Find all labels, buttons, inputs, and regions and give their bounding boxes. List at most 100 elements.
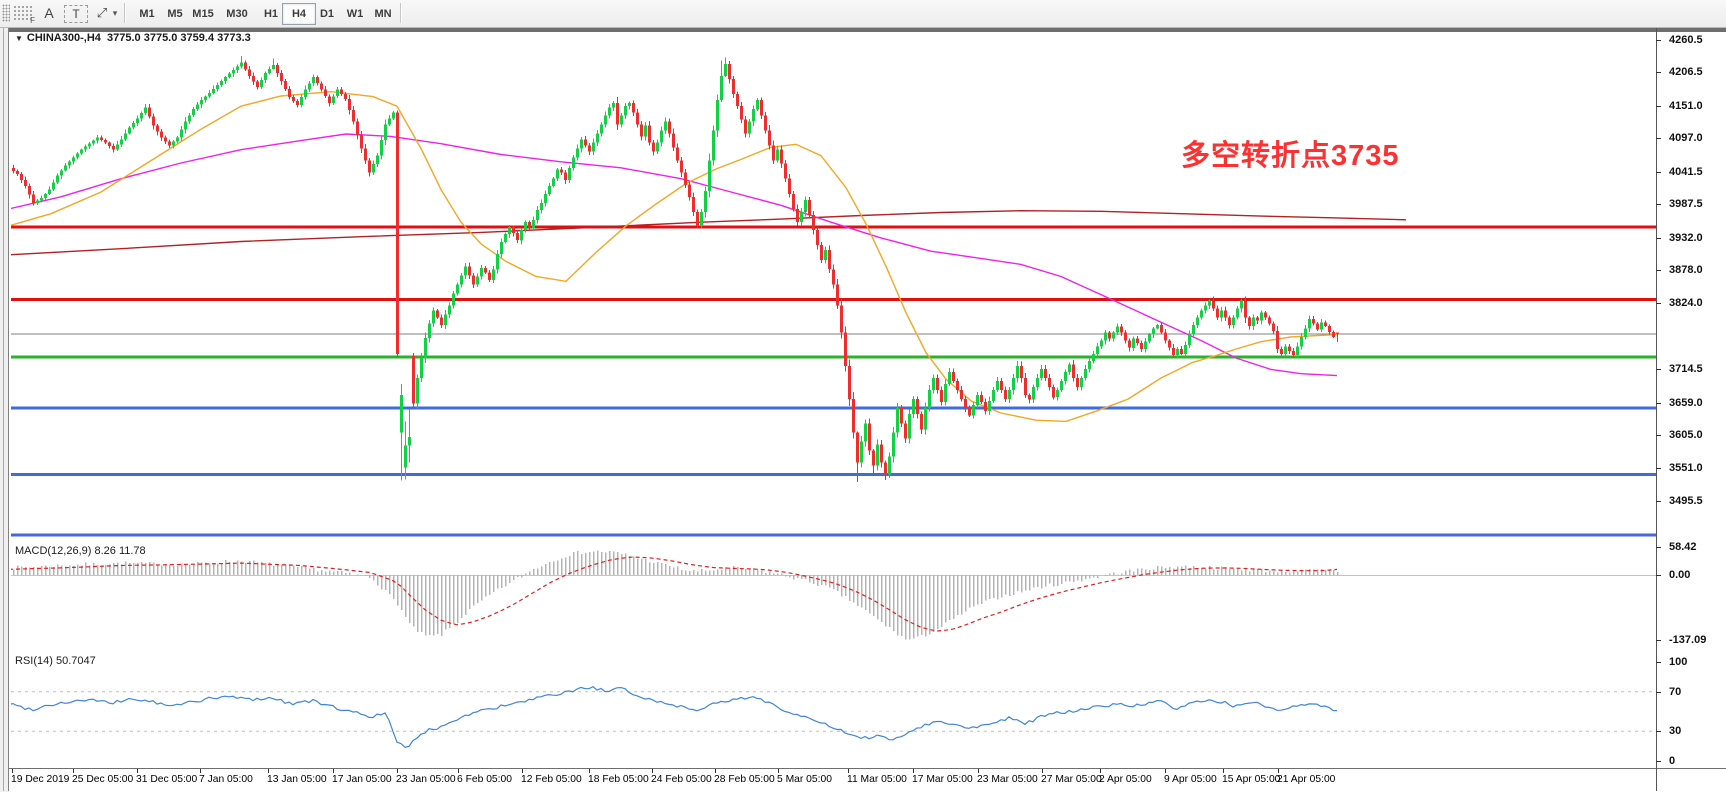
toolbar-separator	[124, 3, 126, 23]
date-tick	[913, 769, 914, 773]
window-edge	[3, 28, 4, 791]
date-label: 24 Feb 05:00	[651, 774, 712, 785]
date-label: 25 Dec 05:00	[72, 774, 133, 785]
rsi-tick	[1656, 761, 1661, 762]
timeframe-m30-button[interactable]: M30	[220, 3, 254, 25]
rsi-tick-label: 100	[1669, 656, 1687, 668]
price-tick	[1656, 72, 1661, 73]
price-tick	[1656, 40, 1661, 41]
toolbar: F A T ⤢ ▾ M1 M5 M15 M30 H1 H4 D1 W1 MN	[0, 0, 1726, 28]
date-tick	[848, 769, 849, 773]
macd-tick-label: 0.00	[1669, 569, 1690, 581]
date-label: 31 Dec 05:00	[136, 774, 197, 785]
date-tick	[333, 769, 334, 773]
price-tick	[1656, 270, 1661, 271]
price-tick-label: 3932.0	[1669, 232, 1703, 244]
macd-tick-label: -137.09	[1669, 634, 1706, 646]
price-tick	[1656, 501, 1661, 502]
price-tick-label: 3495.5	[1669, 495, 1703, 507]
drawing-tool-dropdown-icon[interactable]: ▾	[110, 3, 120, 23]
rsi-tick	[1656, 731, 1661, 732]
rsi-tick	[1656, 692, 1661, 693]
date-label: 9 Apr 05:00	[1164, 774, 1217, 785]
date-label: 6 Feb 05:00	[457, 774, 512, 785]
price-tick	[1656, 403, 1661, 404]
price-tick-label: 4260.5	[1669, 34, 1703, 46]
date-tick	[1278, 769, 1279, 773]
date-label: 12 Feb 05:00	[521, 774, 582, 785]
price-axis[interactable]: 4260.5 4206.5 4151.0 4097.0 4041.5 3987.…	[1657, 28, 1726, 768]
date-tick	[778, 769, 779, 773]
price-tick	[1656, 172, 1661, 173]
date-label: 21 Apr 05:00	[1277, 774, 1335, 785]
date-label: 15 Apr 05:00	[1222, 774, 1280, 785]
price-tick-label: 4151.0	[1669, 100, 1703, 112]
date-label: 18 Feb 05:00	[588, 774, 649, 785]
price-tick-label: 4206.5	[1669, 66, 1703, 78]
price-tick	[1656, 369, 1661, 370]
toolbar-separator	[400, 3, 402, 23]
price-tick-label: 3824.0	[1669, 297, 1703, 309]
indicator-grid-label: F	[30, 16, 35, 25]
toolbar-drag-handle[interactable]	[2, 4, 10, 22]
price-tick-label: 3714.5	[1669, 363, 1703, 375]
date-tick	[589, 769, 590, 773]
price-tick-label: 3551.0	[1669, 462, 1703, 474]
date-tick	[1042, 769, 1043, 773]
drawing-tool-icon[interactable]: ⤢	[93, 3, 111, 23]
date-tick	[522, 769, 523, 773]
date-tick	[1165, 769, 1166, 773]
indicator-grid-icon[interactable]: F	[13, 5, 33, 21]
date-tick	[458, 769, 459, 773]
date-tick	[652, 769, 653, 773]
macd-tick-label: 58.42	[1669, 541, 1697, 553]
price-tick	[1656, 238, 1661, 239]
price-tick	[1656, 435, 1661, 436]
price-tick-label: 4041.5	[1669, 166, 1703, 178]
rsi-tick-label: 0	[1669, 755, 1675, 767]
price-tick-label: 3987.5	[1669, 198, 1703, 210]
date-tick	[397, 769, 398, 773]
date-tick	[137, 769, 138, 773]
macd-panel[interactable]	[11, 542, 1656, 648]
date-label: 5 Mar 05:00	[777, 774, 832, 785]
font-tool-icon[interactable]: A	[40, 3, 58, 23]
price-tick	[1656, 106, 1661, 107]
price-tick	[1656, 468, 1661, 469]
date-tick	[200, 769, 201, 773]
date-tick	[268, 769, 269, 773]
price-tick-label: 4097.0	[1669, 132, 1703, 144]
price-tick	[1656, 303, 1661, 304]
timeframe-m15-button[interactable]: M15	[186, 3, 220, 25]
date-label: 23 Jan 05:00	[396, 774, 456, 785]
price-tick	[1656, 204, 1661, 205]
timeframe-mn-button[interactable]: MN	[366, 3, 400, 25]
macd-tick	[1656, 640, 1661, 641]
main-chart-panel[interactable]	[11, 30, 1656, 540]
date-label: 13 Jan 05:00	[267, 774, 327, 785]
date-label: 27 Mar 05:00	[1041, 774, 1102, 785]
date-label: 28 Feb 05:00	[714, 774, 775, 785]
date-tick	[1100, 769, 1101, 773]
text-label-tool-icon[interactable]: T	[64, 5, 88, 23]
rsi-tick	[1656, 662, 1661, 663]
date-axis[interactable]: 19 Dec 2019 25 Dec 05:00 31 Dec 05:00 7 …	[9, 768, 1726, 792]
date-label: 19 Dec 2019	[11, 774, 69, 785]
date-label: 7 Jan 05:00	[199, 774, 253, 785]
price-tick-label: 3659.0	[1669, 397, 1703, 409]
date-tick	[715, 769, 716, 773]
date-tick	[12, 769, 13, 773]
rsi-tick-label: 30	[1669, 725, 1681, 737]
date-tick	[1223, 769, 1224, 773]
date-tick	[73, 769, 74, 773]
rsi-panel[interactable]	[11, 652, 1656, 768]
annotation-text: 多空转折点3735	[1181, 132, 1400, 174]
price-tick-label: 3605.0	[1669, 429, 1703, 441]
date-tick	[978, 769, 979, 773]
date-label: 11 Mar 05:00	[847, 774, 907, 785]
macd-tick	[1656, 575, 1661, 576]
macd-tick	[1656, 547, 1661, 548]
chart-window[interactable]: ▼CHINA300-,H4 3775.0 3775.0 3759.4 3773.…	[8, 28, 1726, 791]
date-label: 23 Mar 05:00	[977, 774, 1038, 785]
price-tick-label: 3878.0	[1669, 264, 1703, 276]
